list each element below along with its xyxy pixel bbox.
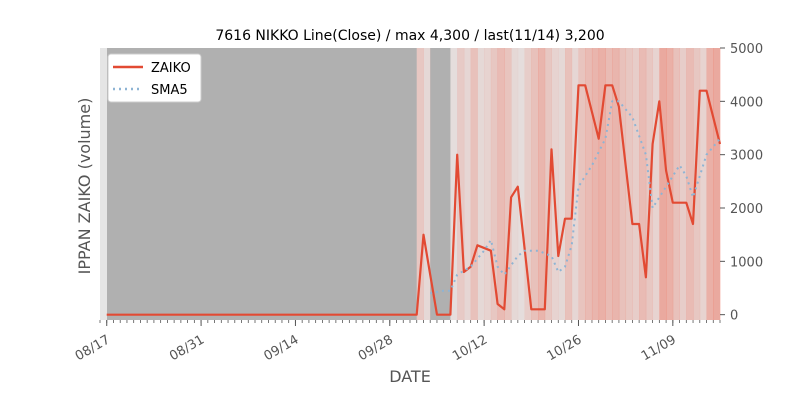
y-axis-label: IPPAN ZAIKO (volume) xyxy=(75,98,94,275)
shade-red-26 xyxy=(591,48,600,320)
shade-red-21 xyxy=(558,48,566,320)
shade-red-28 xyxy=(605,48,613,320)
y-tick-label: 5000 xyxy=(730,42,763,57)
legend-label-zaiko: ZAIKO xyxy=(151,61,191,76)
x-axis-label: DATE xyxy=(389,367,431,386)
shade-red-27 xyxy=(598,48,606,320)
shade-red-16 xyxy=(524,48,532,320)
shade-red-25 xyxy=(585,48,593,320)
x-tick-label: 10/12 xyxy=(450,332,490,364)
x-tick-label: 09/14 xyxy=(261,332,301,364)
shade-red-6 xyxy=(457,48,465,320)
y-tick-label: 3000 xyxy=(730,149,763,164)
shade-red-11 xyxy=(490,48,499,320)
shade-red-23 xyxy=(571,48,579,320)
shade-red-40 xyxy=(686,48,694,320)
shade-red-0 xyxy=(416,48,424,320)
x-axis: 08/17 08/31 09/14 09/28 10/12 10/26 11/09 xyxy=(73,320,721,364)
shade-red-29 xyxy=(612,48,620,320)
shade-red-10 xyxy=(484,48,492,320)
y-tick-label: 0 xyxy=(730,309,738,324)
shade-red-8 xyxy=(470,48,478,320)
shading-layer xyxy=(107,48,721,320)
x-tick-label: 08/17 xyxy=(73,332,113,364)
y-tick-label: 1000 xyxy=(730,255,763,270)
shade-red-44 xyxy=(713,48,721,320)
shade-red-30 xyxy=(618,48,627,320)
shade-red-13 xyxy=(504,48,512,320)
shade-red-43 xyxy=(706,48,714,320)
shade-red-20 xyxy=(551,48,559,320)
shade-red-41 xyxy=(693,48,701,320)
y-tick-label: 2000 xyxy=(730,202,763,217)
shade-red-1 xyxy=(423,48,431,320)
shade-red-38 xyxy=(672,48,680,320)
x-tick-label: 11/09 xyxy=(639,332,679,364)
shade-red-17 xyxy=(531,48,539,320)
series-layer xyxy=(106,84,722,316)
shade-red-19 xyxy=(544,48,552,320)
shade-red-36 xyxy=(659,48,667,320)
shade-red-7 xyxy=(463,48,472,320)
shade-red-14 xyxy=(511,48,519,320)
y-axis: 0 1000 2000 3000 4000 5000 xyxy=(720,42,763,324)
y-tick-label: 4000 xyxy=(730,95,763,110)
shade-red-15 xyxy=(517,48,525,320)
shade-red-24 xyxy=(578,48,586,320)
shade-red-22 xyxy=(565,48,573,320)
shade-red-42 xyxy=(699,48,707,320)
shade-red-32 xyxy=(632,48,640,320)
x-tick-label: 10/26 xyxy=(545,332,585,364)
shade-red-39 xyxy=(679,48,687,320)
series-line-sma5 xyxy=(430,100,721,295)
shade-red-5 xyxy=(450,48,458,320)
x-tick-label: 08/31 xyxy=(167,332,207,364)
shade-red-33 xyxy=(639,48,647,320)
shade-red-35 xyxy=(652,48,660,320)
chart-title: 7616 NIKKO Line(Close) / max 4,300 / las… xyxy=(215,28,604,44)
shade-red-12 xyxy=(497,48,505,320)
shade-red-31 xyxy=(625,48,633,320)
shade-red-18 xyxy=(538,48,546,320)
shade-gray-1 xyxy=(430,48,451,320)
series-line-zaiko xyxy=(106,84,722,316)
shade-red-9 xyxy=(477,48,485,320)
x-tick-label: 09/28 xyxy=(356,332,396,364)
legend: ZAIKO SMA5 xyxy=(107,53,202,103)
legend-label-sma5: SMA5 xyxy=(151,83,188,98)
